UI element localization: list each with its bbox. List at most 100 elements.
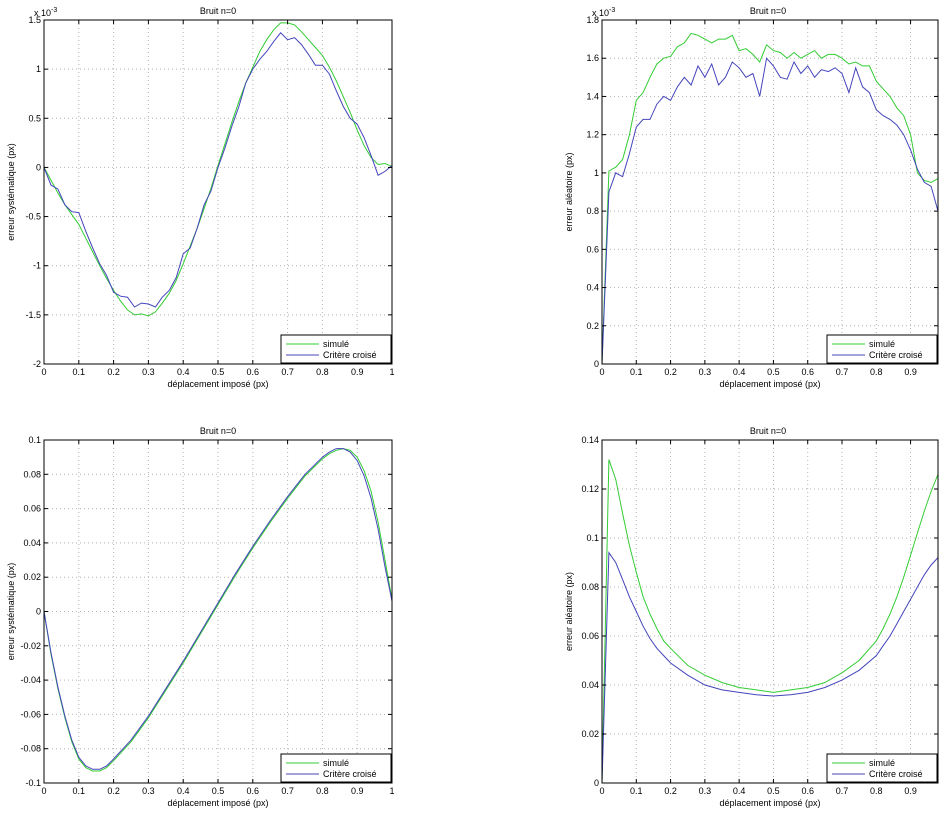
- x-tick-label: 0.1: [630, 367, 643, 377]
- x-tick-label: 0: [599, 786, 604, 796]
- y-tick-label: 0: [36, 162, 41, 172]
- y-tick-label: -0.1: [25, 778, 41, 788]
- y-tick-label: -2: [33, 359, 41, 369]
- x-axis-label: déplacement imposé (px): [167, 798, 268, 808]
- legend-label: simulé: [323, 339, 349, 349]
- exponent-label: x 10-3: [592, 7, 615, 18]
- y-tick-label: -0.5: [25, 212, 41, 222]
- exponent-label: x 10-3: [34, 7, 57, 18]
- y-tick-label: 0.14: [581, 435, 599, 445]
- y-axis-label: erreur systématique (px): [6, 563, 16, 661]
- series-line-simule: [601, 32, 939, 365]
- x-tick-label: 0.5: [767, 367, 780, 377]
- x-tick-label: 0.3: [142, 786, 155, 796]
- chart-1: 0 0.1 0.2 0.3 0.4 0.5 0.6 0.7 0.8 0.9 1 -2 -1.5 -1 -0.…: [6, 6, 395, 389]
- x-axis-label: déplacement imposé (px): [719, 379, 820, 389]
- x-tick-label: 0.3: [699, 367, 712, 377]
- x-tick-label: 0.7: [836, 367, 849, 377]
- x-tick-label: 0.5: [767, 786, 780, 796]
- x-tick-label: 0.9: [904, 786, 917, 796]
- y-tick-label: 1.5: [28, 15, 41, 25]
- legend-label: simulé: [869, 758, 895, 768]
- x-tick-label: 0.9: [351, 786, 364, 796]
- x-tick-label: 0.9: [904, 367, 917, 377]
- x-tick-label: 0.3: [699, 786, 712, 796]
- x-tick-label: 0.4: [733, 786, 746, 796]
- plot-area: [602, 20, 938, 364]
- x-tick-label: 0.8: [870, 367, 883, 377]
- y-tick-label: 1.8: [586, 15, 599, 25]
- x-tick-label: 1: [389, 367, 394, 377]
- x-tick-label: 0.1: [73, 367, 86, 377]
- y-tick-label: 1.4: [586, 91, 599, 101]
- x-tick-label: 0.6: [247, 367, 260, 377]
- x-tick-label: 0.9: [351, 367, 364, 377]
- chart-4: 0 0.1 0.2 0.3 0.4 0.5 0.6 0.7 0.8 0.9 0 0.02 0.04 0.0…: [564, 426, 939, 808]
- y-tick-label: 0.06: [23, 504, 41, 514]
- legend-box: [826, 334, 938, 364]
- y-tick-label: -0.02: [20, 641, 41, 651]
- series-line-critere-croise: [601, 57, 939, 365]
- y-tick-label: 1.6: [586, 53, 599, 63]
- x-tick-label: 0.7: [281, 367, 294, 377]
- legend-box: [280, 753, 392, 783]
- plot-area: [44, 440, 392, 783]
- y-tick-label: -1: [33, 261, 41, 271]
- y-tick-label: -1.5: [25, 310, 41, 320]
- y-tick-label: -0.04: [20, 675, 41, 685]
- chart-title: Bruit n=0: [200, 6, 236, 16]
- exponent-power: -3: [51, 7, 57, 14]
- y-tick-label: 0.08: [581, 582, 599, 592]
- legend-label: Critère croisé: [323, 769, 377, 779]
- x-tick-label: 0.5: [212, 786, 225, 796]
- y-tick-label: -0.08: [20, 744, 41, 754]
- y-tick-label: 0.6: [586, 244, 599, 254]
- y-tick-label: 0.04: [23, 538, 41, 548]
- x-axis-label: déplacement imposé (px): [167, 379, 268, 389]
- y-tick-label: 0.4: [586, 283, 599, 293]
- y-tick-label: 1: [594, 168, 599, 178]
- y-tick-label: 0.5: [28, 113, 41, 123]
- x-axis-label: déplacement imposé (px): [719, 798, 820, 808]
- y-tick-label: 0.12: [581, 484, 599, 494]
- y-tick-label: 0: [36, 607, 41, 617]
- legend-label: simulé: [869, 339, 895, 349]
- y-tick-label: 0.1: [586, 533, 599, 543]
- x-tick-label: 0.6: [247, 786, 260, 796]
- y-tick-label: 0.06: [581, 631, 599, 641]
- y-tick-label: 1: [36, 64, 41, 74]
- x-tick-label: 0.2: [664, 367, 677, 377]
- series-line-critere-croise: [43, 448, 393, 770]
- y-axis-label: erreur aléatoire (px): [564, 572, 574, 651]
- x-tick-label: 0.4: [733, 367, 746, 377]
- x-tick-label: 0.5: [212, 367, 225, 377]
- x-tick-label: 0.7: [836, 786, 849, 796]
- x-tick-label: 0: [599, 367, 604, 377]
- x-tick-label: 0.7: [281, 786, 294, 796]
- legend-label: Critère croisé: [869, 769, 923, 779]
- chart-2: 0 0.1 0.2 0.3 0.4 0.5 0.6 0.7 0.8 0.9 0 0.2 0.4 0.6 0.…: [564, 6, 939, 389]
- legend-label: simulé: [323, 758, 349, 768]
- exponent-power: -3: [609, 7, 615, 14]
- y-tick-label: 0.04: [581, 680, 599, 690]
- y-tick-label: 0.2: [586, 321, 599, 331]
- y-tick-label: 0.02: [581, 729, 599, 739]
- x-tick-label: 0.4: [177, 367, 190, 377]
- y-tick-label: 0.1: [28, 435, 41, 445]
- series-line-critere-croise: [43, 32, 393, 308]
- axes-box: [601, 19, 939, 365]
- x-tick-label: 0.2: [107, 367, 120, 377]
- y-tick-label: 0: [594, 359, 599, 369]
- y-tick-label: 0: [594, 778, 599, 788]
- y-tick-label: 0.08: [23, 469, 41, 479]
- legend-label: Critère croisé: [323, 350, 377, 360]
- x-tick-label: 0.1: [630, 786, 643, 796]
- y-tick-label: 1.2: [586, 130, 599, 140]
- x-tick-label: 0.6: [801, 786, 814, 796]
- y-tick-label: -0.06: [20, 709, 41, 719]
- y-axis-label: erreur systématique (px): [6, 143, 16, 241]
- y-tick-label: 0.8: [586, 206, 599, 216]
